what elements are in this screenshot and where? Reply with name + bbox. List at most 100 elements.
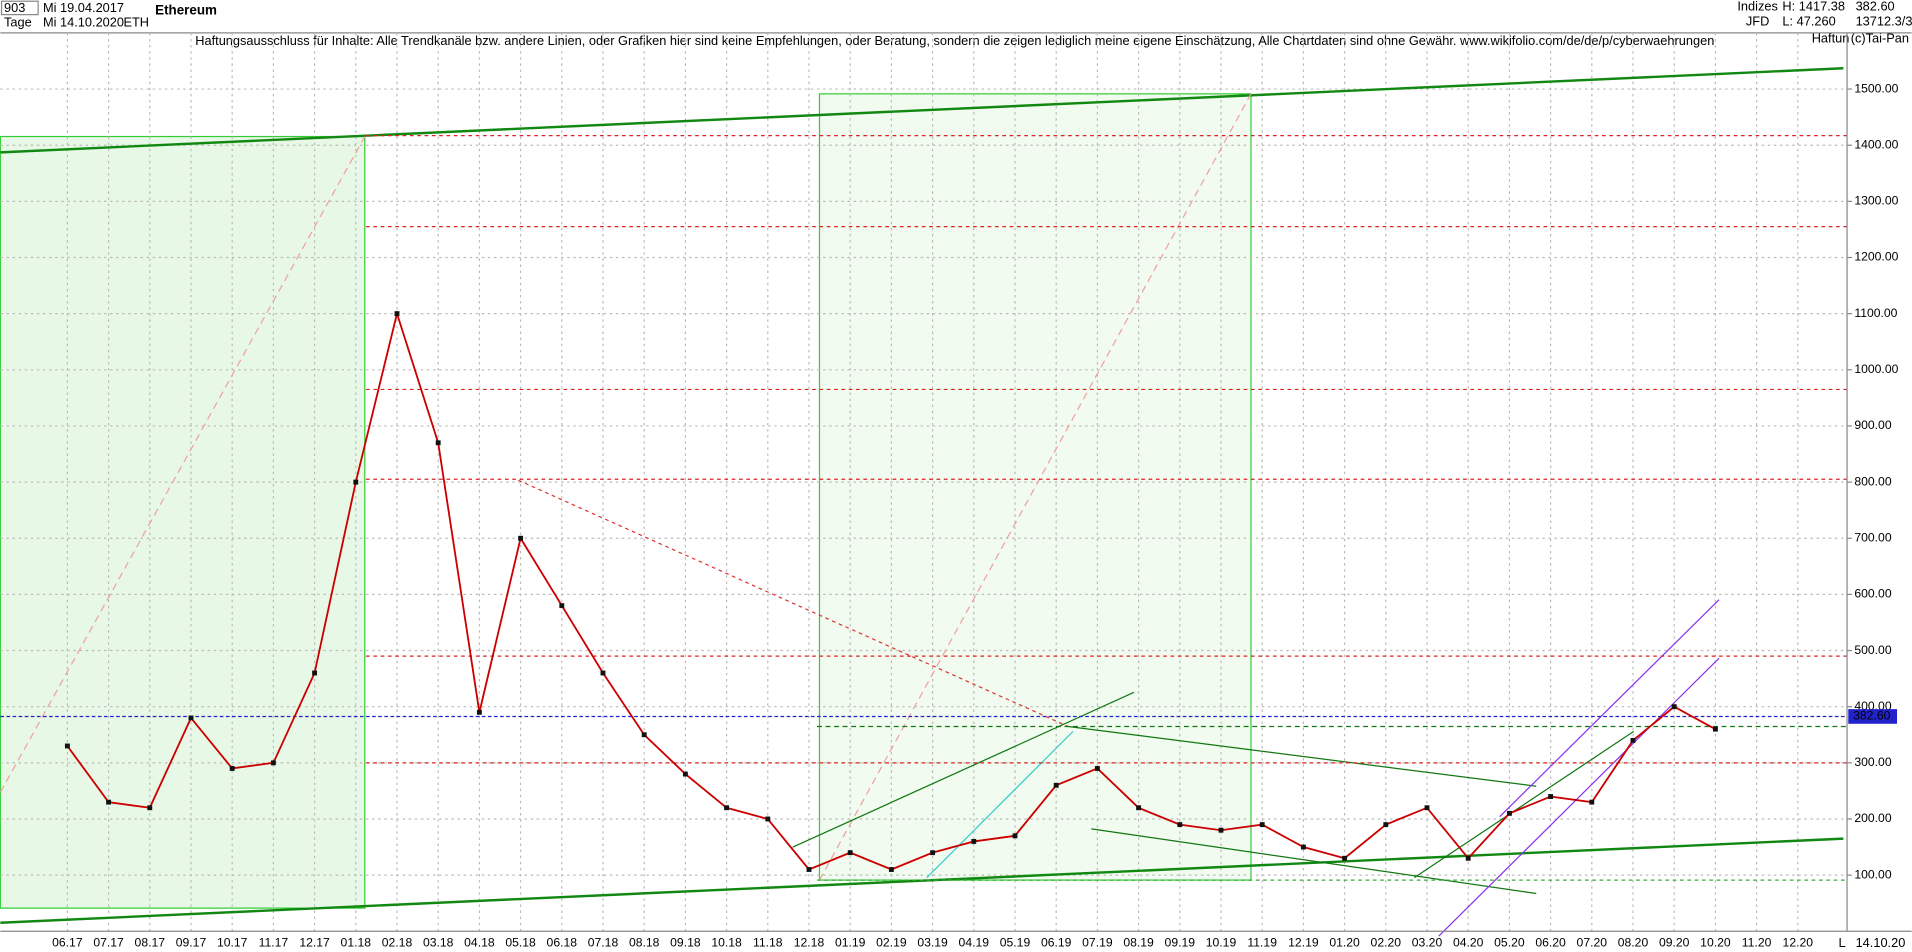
x-tick-label: 02.18: [382, 936, 413, 950]
trend-line: [1091, 828, 1537, 895]
price-point: [1300, 844, 1306, 850]
price-point: [1342, 855, 1348, 861]
price-point: [1712, 726, 1718, 732]
symbol: ETH: [123, 15, 149, 30]
price-point: [394, 311, 400, 317]
group: Indizes: [1737, 0, 1778, 14]
grid: [0, 32, 1852, 932]
footer-date: 14.10.20: [1856, 935, 1906, 950]
y-tick-label: 1200.00: [1854, 250, 1898, 264]
short-note: Haftun: [1812, 30, 1850, 45]
header-bar: [0, 0, 1912, 33]
y-tick-label: 900.00: [1854, 418, 1891, 432]
y-tick-label: 1500.00: [1854, 81, 1898, 95]
x-tick-label: 07.17: [93, 936, 124, 950]
price-point: [312, 670, 318, 676]
y-tick-label: 600.00: [1854, 587, 1891, 601]
trend-line: [818, 93, 1252, 881]
copyright: (c)Tai-Pan: [1851, 30, 1909, 45]
x-tick-label: 07.20: [1577, 936, 1608, 950]
price-point: [1177, 822, 1183, 828]
price-point: [1589, 799, 1595, 805]
price-point: [806, 867, 812, 872]
x-tick-label: 06.19: [1041, 936, 1072, 950]
source: JFD: [1746, 13, 1769, 28]
end-date: Mi 14.10.2020: [43, 15, 124, 30]
trend-line: [792, 691, 1135, 848]
x-tick-label: 05.19: [1000, 936, 1031, 950]
price-point: [1465, 855, 1471, 861]
trend-line: [1068, 725, 1537, 787]
x-tick-label: 09.19: [1165, 936, 1196, 950]
price-point: [888, 867, 894, 872]
x-tick-label: 04.20: [1453, 936, 1484, 950]
x-tick-label: 12.20: [1783, 936, 1814, 950]
price-point: [229, 766, 235, 771]
price-point: [600, 670, 606, 676]
price-point: [518, 535, 524, 541]
price-point: [682, 771, 688, 777]
x-tick-label: 11.20: [1742, 936, 1772, 950]
price-point: [106, 799, 112, 805]
extra: 13712.3/3: [1856, 13, 1912, 28]
x-tick-label: 08.20: [1618, 936, 1649, 950]
price-point: [1094, 766, 1100, 771]
y-tick-label: 800.00: [1854, 474, 1891, 488]
period: Tage: [4, 15, 32, 30]
price-point: [641, 732, 647, 738]
price-point: [765, 816, 771, 822]
x-tick-label: 11.19: [1247, 936, 1277, 950]
price-point: [1506, 810, 1512, 816]
x-tick-label: 04.18: [464, 936, 495, 950]
y-tick-label: 300.00: [1854, 755, 1891, 769]
price-point: [1671, 704, 1677, 710]
x-tick-label: 08.18: [629, 936, 660, 950]
disclaimer: Haftungsausschluss für Inhalte: Alle Tre…: [195, 33, 1714, 48]
x-tick-label: 06.20: [1535, 936, 1566, 950]
x-tick-label: 07.18: [588, 936, 619, 950]
price-point: [64, 743, 70, 749]
y-tick-label: 700.00: [1854, 530, 1891, 544]
price-point: [971, 839, 977, 844]
price-point: [353, 479, 359, 485]
trend-line: [926, 730, 1074, 879]
price-point: [1630, 737, 1636, 743]
x-tick-label: 01.20: [1329, 936, 1360, 950]
price-point: [559, 603, 565, 609]
low: L: 47.260: [1782, 13, 1835, 28]
high: H: 1417.38: [1782, 0, 1845, 14]
x-tick-label: 11.18: [753, 936, 783, 950]
price-point: [1053, 782, 1059, 788]
price-point: [1218, 827, 1224, 833]
x-tick-label: 07.19: [1082, 936, 1113, 950]
x-tick-label: 02.20: [1371, 936, 1402, 950]
count-box[interactable]: [0, 0, 39, 16]
price: 382.60: [1856, 0, 1895, 14]
price-point: [1383, 822, 1389, 828]
y-tick-label: 500.00: [1854, 643, 1891, 657]
trend-line: [518, 479, 1069, 728]
trend-lines: [0, 67, 1848, 937]
price-point: [1136, 805, 1142, 811]
x-tick-label: 08.19: [1123, 936, 1154, 950]
y-tick-label: 1400.00: [1854, 137, 1898, 151]
y-tick-label: 1300.00: [1854, 194, 1898, 208]
x-tick-label: 10.20: [1700, 936, 1731, 950]
trend-line: [0, 136, 366, 793]
price-point: [270, 760, 276, 766]
x-tick-label: 10.19: [1206, 936, 1237, 950]
x-tick-label: 06.18: [547, 936, 578, 950]
x-tick-label: 10.17: [217, 936, 248, 950]
x-tick-label: 09.17: [176, 936, 207, 950]
x-tick-label: 09.18: [670, 936, 701, 950]
x-tick-label: 12.19: [1288, 936, 1319, 950]
price-point: [847, 850, 853, 856]
price-point: [1424, 805, 1430, 811]
x-tick-label: 04.19: [959, 936, 990, 950]
x-tick-label: 10.18: [711, 936, 742, 950]
x-tick-label: 12.17: [299, 936, 330, 950]
price-point: [435, 440, 441, 446]
x-tick-label: 03.20: [1412, 936, 1443, 950]
x-tick-label: 12.18: [794, 936, 825, 950]
